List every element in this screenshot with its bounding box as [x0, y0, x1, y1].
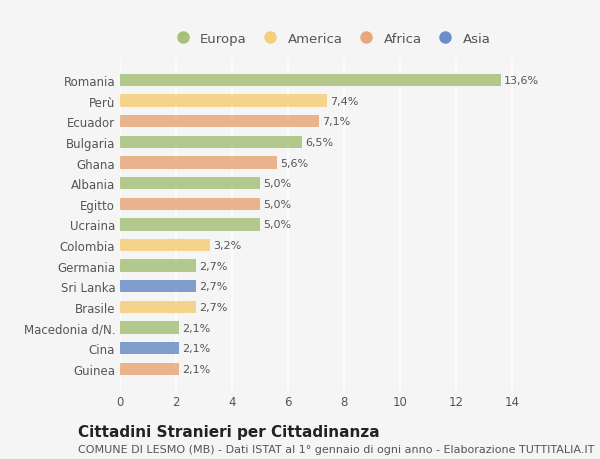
- Bar: [120, 136, 302, 149]
- Bar: [120, 219, 260, 231]
- Bar: [120, 116, 319, 128]
- Bar: [120, 198, 260, 211]
- Text: 2,1%: 2,1%: [182, 323, 211, 333]
- Text: 2,7%: 2,7%: [199, 261, 227, 271]
- Bar: [120, 280, 196, 293]
- Legend: Europa, America, Africa, Asia: Europa, America, Africa, Asia: [167, 30, 493, 48]
- Bar: [120, 239, 209, 252]
- Bar: [120, 178, 260, 190]
- Bar: [120, 157, 277, 169]
- Bar: [120, 301, 196, 313]
- Text: 2,7%: 2,7%: [199, 282, 227, 291]
- Bar: [120, 363, 179, 375]
- Text: 3,2%: 3,2%: [213, 241, 241, 251]
- Bar: [120, 75, 501, 87]
- Text: 5,0%: 5,0%: [263, 220, 292, 230]
- Text: 6,5%: 6,5%: [305, 138, 334, 148]
- Text: 7,4%: 7,4%: [331, 96, 359, 106]
- Bar: [120, 95, 327, 107]
- Text: 5,0%: 5,0%: [263, 179, 292, 189]
- Text: 5,0%: 5,0%: [263, 199, 292, 209]
- Bar: [120, 322, 179, 334]
- Text: 13,6%: 13,6%: [504, 76, 539, 86]
- Bar: [120, 260, 196, 272]
- Text: 2,7%: 2,7%: [199, 302, 227, 312]
- Text: 2,1%: 2,1%: [182, 343, 211, 353]
- Text: Cittadini Stranieri per Cittadinanza: Cittadini Stranieri per Cittadinanza: [78, 425, 380, 440]
- Text: 2,1%: 2,1%: [182, 364, 211, 374]
- Text: 5,6%: 5,6%: [280, 158, 308, 168]
- Text: COMUNE DI LESMO (MB) - Dati ISTAT al 1° gennaio di ogni anno - Elaborazione TUTT: COMUNE DI LESMO (MB) - Dati ISTAT al 1° …: [78, 444, 595, 454]
- Bar: [120, 342, 179, 354]
- Text: 7,1%: 7,1%: [322, 117, 350, 127]
